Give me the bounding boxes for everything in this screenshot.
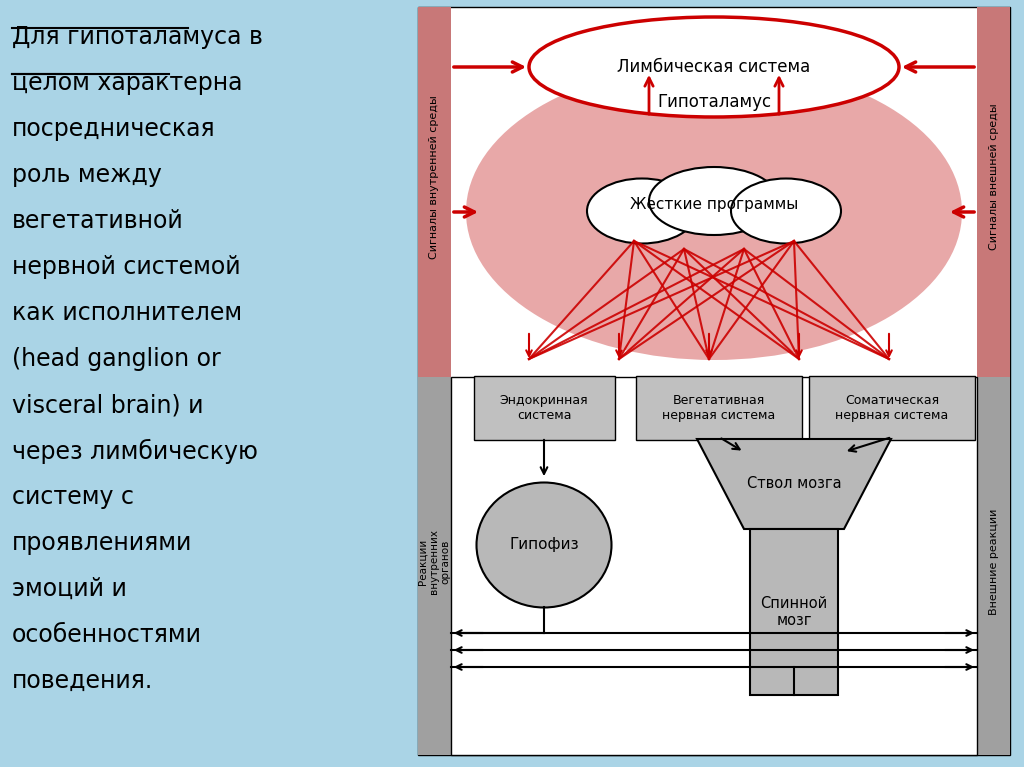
Text: эмоций и: эмоций и (12, 577, 127, 601)
Text: Вегетативная
нервная система: Вегетативная нервная система (663, 394, 775, 422)
Bar (977, 7, 1010, 377)
Text: через лимбическую: через лимбическую (12, 439, 258, 464)
Ellipse shape (731, 179, 841, 243)
Ellipse shape (529, 17, 899, 117)
Ellipse shape (466, 64, 962, 360)
FancyBboxPatch shape (809, 376, 975, 440)
Text: Жесткие программы: Жесткие программы (630, 196, 798, 212)
Bar (418, 377, 451, 755)
Text: (head ganglion or: (head ganglion or (12, 347, 221, 371)
FancyBboxPatch shape (474, 376, 615, 440)
Text: Сигналы внешней среды: Сигналы внешней среды (989, 104, 999, 250)
Text: visceral brain) и: visceral brain) и (12, 393, 204, 417)
Text: посредническая: посредническая (12, 117, 216, 141)
Text: Лимбическая система: Лимбическая система (617, 58, 811, 76)
Polygon shape (697, 439, 891, 529)
Text: роль между: роль между (12, 163, 162, 187)
Text: поведения.: поведения. (12, 669, 154, 693)
Bar (418, 7, 451, 377)
Text: Для гипоталамуса в: Для гипоталамуса в (12, 25, 263, 49)
Text: Внешние реакции: Внешние реакции (989, 509, 999, 615)
Ellipse shape (649, 167, 779, 235)
Text: Гипофиз: Гипофиз (509, 538, 579, 552)
Bar (418, 7, 1010, 755)
Text: Реакции
внутренних
органов: Реакции внутренних органов (418, 529, 451, 594)
FancyBboxPatch shape (636, 376, 802, 440)
Text: Ствол мозга: Ствол мозга (746, 476, 842, 492)
Text: Эндокринная
система: Эндокринная система (500, 394, 589, 422)
Text: вегетативной: вегетативной (12, 209, 183, 233)
Text: как исполнителем: как исполнителем (12, 301, 242, 325)
Text: Сигналы внутренней среды: Сигналы внутренней среды (429, 95, 439, 259)
Text: Соматическая
нервная система: Соматическая нервная система (836, 394, 948, 422)
Text: целом характерна: целом характерна (12, 71, 243, 95)
Ellipse shape (476, 482, 611, 607)
Text: Гипоталамус: Гипоталамус (657, 93, 771, 111)
Bar (750, 529, 838, 695)
Text: особенностями: особенностями (12, 623, 202, 647)
Text: проявлениями: проявлениями (12, 531, 193, 555)
Bar (977, 377, 1010, 755)
Text: нервной системой: нервной системой (12, 255, 241, 279)
Text: Спинной
мозг: Спинной мозг (761, 596, 827, 628)
Text: систему с: систему с (12, 485, 134, 509)
Ellipse shape (587, 179, 697, 243)
Bar (451, 377, 977, 755)
